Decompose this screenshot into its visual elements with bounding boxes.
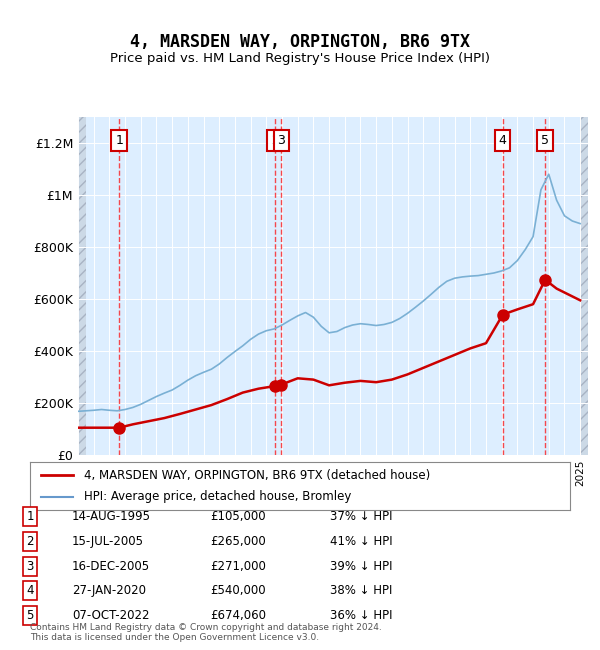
Text: 15-JUL-2005: 15-JUL-2005 bbox=[72, 535, 144, 548]
Bar bbox=[78, 117, 86, 455]
Text: £540,000: £540,000 bbox=[210, 584, 266, 597]
Text: 39% ↓ HPI: 39% ↓ HPI bbox=[330, 560, 392, 573]
Text: Price paid vs. HM Land Registry's House Price Index (HPI): Price paid vs. HM Land Registry's House … bbox=[110, 52, 490, 65]
Text: 1: 1 bbox=[115, 134, 123, 147]
Text: 41% ↓ HPI: 41% ↓ HPI bbox=[330, 535, 392, 548]
Text: £271,000: £271,000 bbox=[210, 560, 266, 573]
Text: 36% ↓ HPI: 36% ↓ HPI bbox=[330, 609, 392, 622]
Text: 27-JAN-2020: 27-JAN-2020 bbox=[72, 584, 146, 597]
Bar bbox=[580, 117, 588, 455]
Text: 07-OCT-2022: 07-OCT-2022 bbox=[72, 609, 149, 622]
Text: 38% ↓ HPI: 38% ↓ HPI bbox=[330, 584, 392, 597]
Text: HPI: Average price, detached house, Bromley: HPI: Average price, detached house, Brom… bbox=[84, 490, 352, 503]
Text: 4: 4 bbox=[499, 134, 507, 147]
Text: 1: 1 bbox=[26, 510, 34, 523]
Text: 4, MARSDEN WAY, ORPINGTON, BR6 9TX (detached house): 4, MARSDEN WAY, ORPINGTON, BR6 9TX (deta… bbox=[84, 469, 430, 482]
Text: 14-AUG-1995: 14-AUG-1995 bbox=[72, 510, 151, 523]
Text: 4, MARSDEN WAY, ORPINGTON, BR6 9TX: 4, MARSDEN WAY, ORPINGTON, BR6 9TX bbox=[130, 33, 470, 51]
Text: Contains HM Land Registry data © Crown copyright and database right 2024.
This d: Contains HM Land Registry data © Crown c… bbox=[30, 623, 382, 642]
Text: £105,000: £105,000 bbox=[210, 510, 266, 523]
Text: 5: 5 bbox=[26, 609, 34, 622]
Text: £674,060: £674,060 bbox=[210, 609, 266, 622]
Text: 4: 4 bbox=[26, 584, 34, 597]
Text: 2: 2 bbox=[26, 535, 34, 548]
Text: 3: 3 bbox=[277, 134, 286, 147]
Text: 3: 3 bbox=[26, 560, 34, 573]
Text: 37% ↓ HPI: 37% ↓ HPI bbox=[330, 510, 392, 523]
Text: 5: 5 bbox=[541, 134, 549, 147]
Text: £265,000: £265,000 bbox=[210, 535, 266, 548]
Text: 2: 2 bbox=[271, 134, 279, 147]
Text: 16-DEC-2005: 16-DEC-2005 bbox=[72, 560, 150, 573]
